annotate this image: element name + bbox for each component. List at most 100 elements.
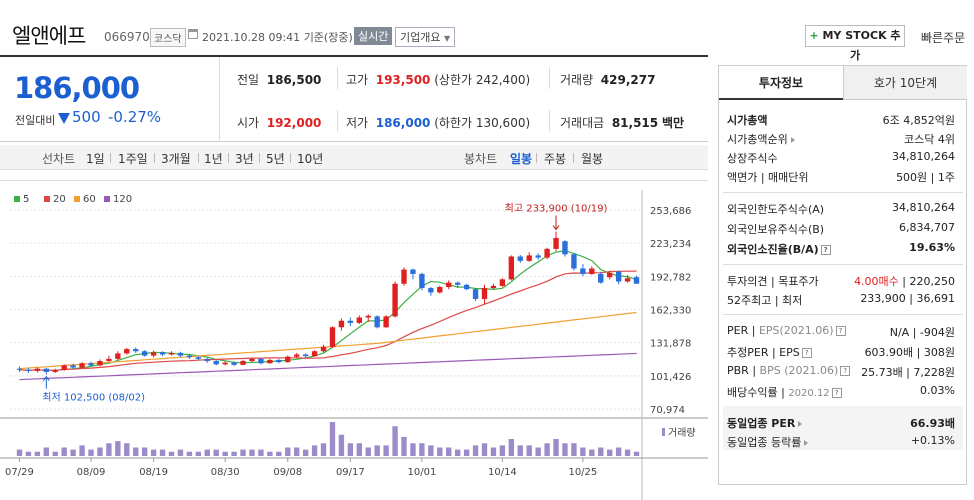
candle-body (499, 279, 506, 286)
candle-body (446, 282, 452, 287)
x-tick-label: 08/30 (211, 467, 240, 478)
divider (198, 153, 199, 163)
ma120-line (19, 352, 637, 381)
volume-bar (329, 422, 336, 456)
volume-bar (213, 449, 219, 456)
candle-body (88, 363, 94, 366)
period-1w[interactable]: 1주일 (118, 152, 148, 166)
sector-per-row[interactable]: 동일업종 PER 66.93배 (727, 417, 955, 430)
period-daily[interactable]: 일봉 (510, 152, 533, 166)
candle-body (186, 355, 193, 358)
my-stock-add-button[interactable]: + MY STOCK 추가 (805, 25, 905, 62)
candle-body (410, 269, 416, 274)
ma60-line (19, 311, 637, 370)
candle-body (97, 361, 103, 366)
dividend-row: 배당수익률 | 2020.12? 0.03% (727, 384, 955, 399)
timestamp: 2021.10.28 09:41 기준(장중) (202, 31, 353, 44)
period-10y[interactable]: 10년 (297, 152, 324, 166)
invest-info-panel: 투자정보 호가 10단계 시가총액 6조 4,852억원 시가총액순위 코스닥 4위… (718, 65, 967, 485)
candle-body (463, 284, 470, 290)
volume-bar (25, 451, 32, 456)
candle-body (240, 361, 246, 365)
legend-swatch (104, 196, 110, 202)
legend-swatch (14, 196, 20, 202)
candle-body (535, 255, 541, 258)
volume-bar (463, 449, 470, 456)
quote-amount: 거래대금 81,515 백만 (560, 116, 685, 130)
candle-body (544, 248, 550, 258)
info-icon[interactable]: ? (820, 245, 831, 255)
tab-quote-10[interactable]: 호가 10단계 (843, 66, 967, 100)
y-tick-label: 192,782 (650, 272, 691, 283)
triangle-right-icon (798, 421, 803, 427)
volume-bar (249, 449, 255, 456)
candle-body (374, 316, 380, 328)
volume-bar (70, 449, 76, 456)
stock-chart[interactable]: 5 20 60 120 253,686 223,234 192,782 162,330 131… (0, 180, 708, 500)
candle-body (124, 349, 130, 354)
period-3y[interactable]: 3년 (235, 152, 254, 166)
period-5y[interactable]: 5년 (266, 152, 285, 166)
foreign-ratio-row: 외국인소진율(B/A)? 19.63% (727, 241, 955, 256)
period-1d[interactable]: 1일 (86, 152, 105, 166)
market-cap-rank-row[interactable]: 시가총액순위 코스닥 4위 (727, 133, 955, 146)
candle-body (580, 268, 586, 274)
line-chart-label: 선차트 (42, 152, 76, 166)
market-badge: 코스닥 (150, 28, 186, 47)
volume-bar (481, 443, 488, 456)
quote-prev-close: 전일 186,500 (237, 73, 322, 87)
realtime-button[interactable]: 실시간 (354, 27, 393, 45)
pbr-row: PBR | BPS (2021.06)? 25.73배 | 7,228원 (727, 364, 955, 379)
volume-bar (222, 451, 228, 456)
period-3m[interactable]: 3개월 (161, 152, 191, 166)
period-monthly[interactable]: 월봉 (581, 152, 604, 166)
volume-bar (240, 449, 246, 456)
volume-bar (186, 451, 193, 456)
volume-bar (302, 449, 309, 456)
y-tick-label: 253,686 (650, 206, 691, 217)
info-icon[interactable]: ? (840, 366, 851, 376)
divider (723, 264, 963, 265)
tab-invest-info[interactable]: 투자정보 (719, 66, 843, 100)
volume-bar (624, 449, 631, 456)
candle-body (249, 358, 255, 362)
candle-body (428, 288, 434, 293)
info-icon[interactable]: ? (835, 326, 846, 336)
volume-bar (633, 451, 640, 456)
quick-order-link[interactable]: 빠른주문 (921, 31, 966, 45)
volume-bar (607, 449, 613, 456)
divider (337, 110, 338, 132)
x-tick-label: 10/25 (568, 467, 597, 478)
volume-bar (177, 449, 184, 456)
divider (573, 153, 574, 163)
candle-body (61, 365, 67, 370)
period-weekly[interactable]: 주봉 (544, 152, 567, 166)
candle-chart-label: 봉차트 (464, 152, 498, 166)
candle-body (383, 316, 389, 328)
y-tick-label: 70,974 (650, 405, 685, 416)
volume-bar (535, 447, 541, 456)
volume-bar (517, 445, 523, 456)
foreign-limit-row: 외국인한도주식수(A) 34,810,264 (727, 201, 955, 216)
period-bar: 선차트 1일 1주일 3개월 1년 3년 5년 10년 봉차트 일봉 주봉 월봉 (0, 145, 708, 170)
diff-label: 전일대비 (15, 114, 56, 127)
volume-bar (365, 447, 371, 456)
low-arrow-icon (42, 375, 50, 381)
volume-bar (16, 449, 23, 456)
company-overview-dropdown[interactable]: 기업개요 ▼ (395, 27, 456, 47)
candle-body (356, 317, 362, 323)
volume-bar (446, 447, 452, 456)
volume-bar (204, 449, 210, 456)
divider (723, 314, 963, 315)
info-icon[interactable]: ? (831, 388, 842, 398)
candle-body (258, 358, 264, 364)
info-icon[interactable]: ? (801, 348, 812, 358)
candle-body (401, 269, 407, 284)
period-1y[interactable]: 1년 (204, 152, 223, 166)
candle-body (222, 362, 228, 365)
candle-body (329, 327, 336, 347)
sector-change-row[interactable]: 동일업종 등락률 +0.13% (727, 434, 955, 449)
volume-bar (472, 445, 479, 456)
quote-volume: 거래량 429,277 (560, 73, 656, 87)
volume-bar (34, 451, 41, 456)
